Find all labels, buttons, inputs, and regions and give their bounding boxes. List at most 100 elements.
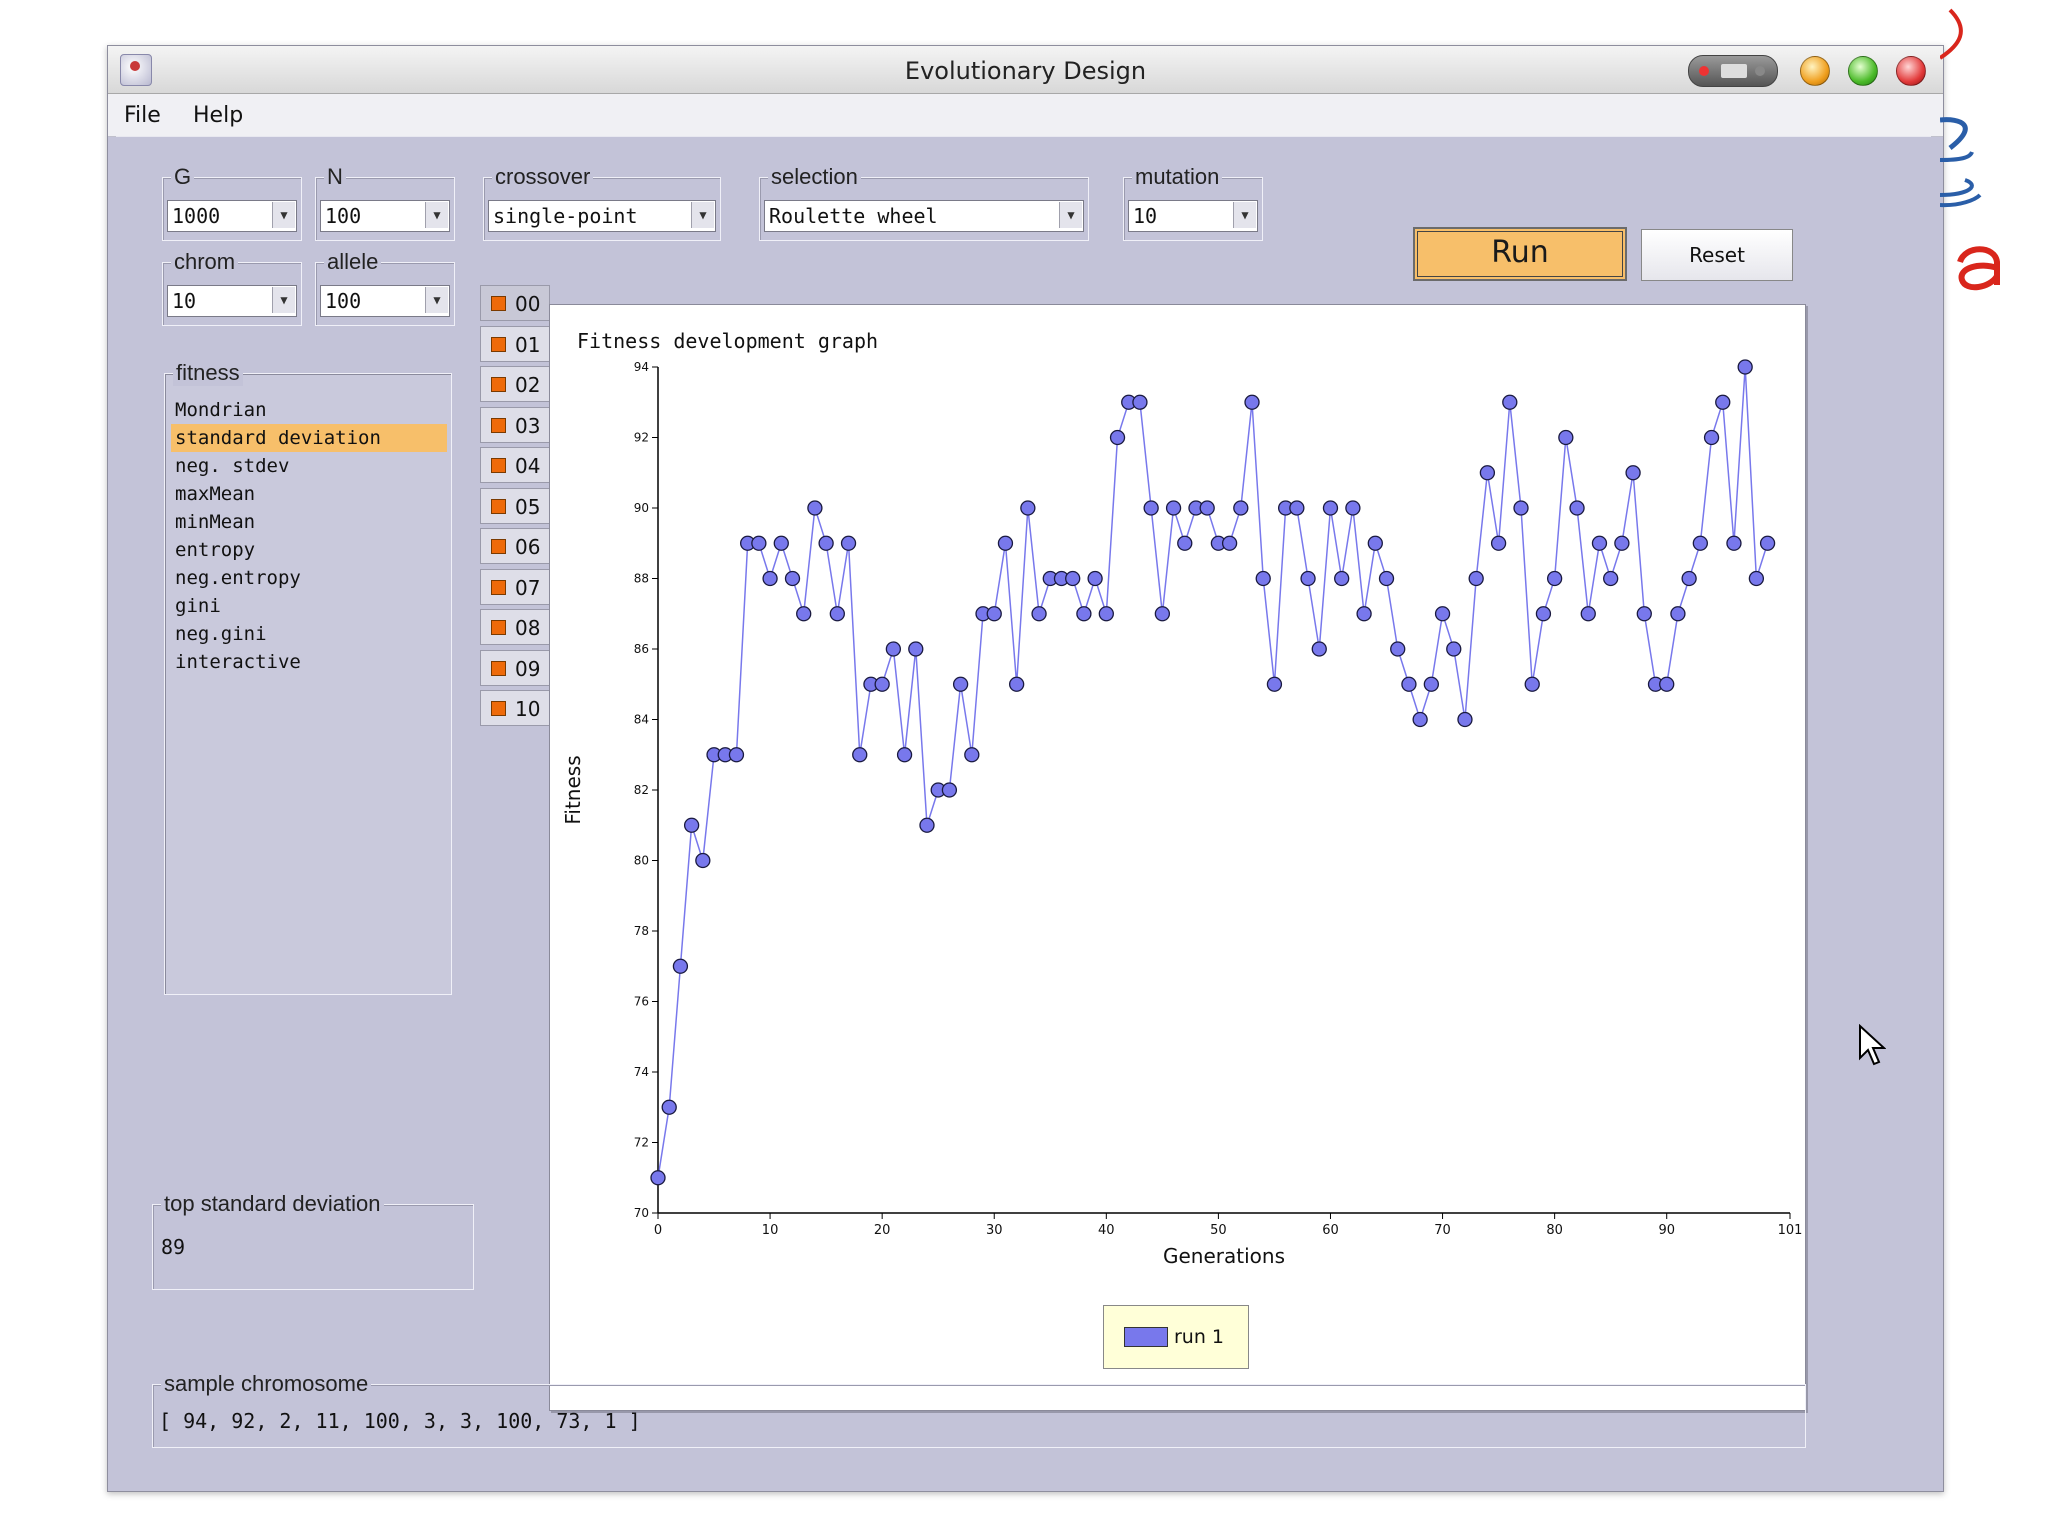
run-tab[interactable]: 09 <box>480 649 550 686</box>
run-tab[interactable]: 03 <box>480 406 550 443</box>
data-point <box>1659 676 1675 692</box>
data-point <box>874 676 890 692</box>
data-point <box>1580 606 1596 622</box>
data-point <box>1199 500 1215 516</box>
run-tab[interactable]: 05 <box>480 487 550 524</box>
y-tick-label: 78 <box>634 924 649 938</box>
allele-select[interactable]: 100 ▼ <box>320 285 450 317</box>
fitness-option[interactable]: gini <box>175 595 221 617</box>
data-point <box>1759 535 1776 551</box>
chrom-group: chrom 10 ▼ <box>162 249 302 326</box>
chevron-down-icon[interactable]: ▼ <box>1059 202 1082 228</box>
g-select[interactable]: 1000 ▼ <box>167 200 297 232</box>
java-cup-mark-3 <box>1940 151 1974 162</box>
menu-help[interactable]: Help <box>193 103 244 128</box>
title-bar[interactable]: Evolutionary Design <box>108 46 1943 94</box>
main-content: G 1000 ▼ N 100 ▼ crossover single-point … <box>116 136 1931 1487</box>
run-tab[interactable]: 06 <box>480 528 550 564</box>
run-tab[interactable]: 01 <box>480 325 550 362</box>
data-point <box>1546 570 1563 587</box>
mutation-group: mutation 10 ▼ <box>1123 164 1263 241</box>
data-point <box>1569 500 1585 516</box>
mutation-select[interactable]: 10 ▼ <box>1128 200 1258 232</box>
run-tab[interactable]: 04 <box>480 447 550 483</box>
fitness-list[interactable]: fitness Mondrian standard deviation neg. s… <box>164 360 452 995</box>
fitness-option[interactable]: neg. stdev <box>175 455 290 477</box>
crossover-group: crossover single-point ▼ <box>483 164 721 241</box>
close-button[interactable] <box>1896 56 1926 86</box>
chevron-down-icon[interactable]: ▼ <box>425 202 448 228</box>
fitness-option[interactable]: neg.entropy <box>175 567 301 589</box>
data-point <box>997 535 1014 551</box>
run-tab-label: 08 <box>515 616 541 640</box>
java-cup-mark-4 <box>1940 193 1982 208</box>
chart-title: Fitness development graph <box>577 329 879 353</box>
data-point <box>1345 500 1361 516</box>
selection-select[interactable]: Roulette wheel ▼ <box>764 200 1084 232</box>
data-point <box>683 817 700 833</box>
chevron-down-icon[interactable]: ▼ <box>272 287 295 313</box>
toolbar-toggle-button[interactable] <box>1688 55 1778 87</box>
fitness-option[interactable]: entropy <box>175 539 256 561</box>
x-tick-label: 40 <box>1098 1223 1115 1238</box>
data-point <box>1143 500 1159 516</box>
n-select[interactable]: 100 ▼ <box>320 200 450 232</box>
java-cup-mark <box>1940 117 1968 150</box>
run-tab[interactable]: 08 <box>480 609 550 645</box>
x-tick-label: 20 <box>874 1223 891 1238</box>
mutation-label: mutation <box>1132 164 1223 190</box>
data-point <box>1423 676 1439 692</box>
fitness-option[interactable]: interactive <box>175 651 301 673</box>
java-letter-mark <box>1957 246 2000 291</box>
g-value: 1000 <box>172 204 221 228</box>
menu-file[interactable]: File <box>124 103 161 128</box>
chevron-down-icon[interactable]: ▼ <box>272 202 295 228</box>
fitness-option[interactable]: neg.gini <box>175 623 267 645</box>
run-marker-icon <box>491 701 506 716</box>
chevron-down-icon[interactable]: ▼ <box>1233 202 1256 228</box>
data-point <box>919 817 935 833</box>
java-cup-mark-2 <box>1940 178 1974 197</box>
data-point <box>1390 641 1406 657</box>
run-marker-icon <box>491 296 506 311</box>
fitness-option[interactable]: Mondrian <box>175 399 267 421</box>
fitness-option[interactable]: maxMean <box>175 483 256 505</box>
data-point <box>1603 570 1619 587</box>
data-point <box>1434 606 1451 622</box>
fitness-option[interactable]: standard deviation <box>171 424 447 452</box>
data-point <box>1289 500 1305 516</box>
run-tab[interactable]: 10 <box>480 690 550 726</box>
fitness-option[interactable]: minMean <box>175 511 256 533</box>
data-point <box>672 958 689 974</box>
legend-swatch <box>1124 1327 1168 1347</box>
data-point <box>896 747 913 763</box>
chart-legend: run 1 <box>1103 1305 1249 1369</box>
run-tab[interactable]: 07 <box>480 568 550 605</box>
run-tab[interactable]: 02 <box>480 366 550 402</box>
chevron-down-icon[interactable]: ▼ <box>691 202 714 228</box>
crossover-select[interactable]: single-point ▼ <box>488 200 716 232</box>
chevron-down-icon[interactable]: ▼ <box>425 287 448 313</box>
data-point <box>1715 394 1731 410</box>
data-point <box>1098 606 1114 622</box>
data-point <box>1513 500 1529 516</box>
maximize-button[interactable] <box>1848 56 1878 86</box>
x-tick-label: 90 <box>1658 1223 1675 1238</box>
minimize-button[interactable] <box>1800 56 1830 86</box>
toolbar-icon <box>1721 64 1747 78</box>
run-tab-label: 02 <box>515 373 541 397</box>
chrom-select[interactable]: 10 ▼ <box>167 285 297 317</box>
run-tab[interactable]: 00 <box>480 285 550 321</box>
reset-button[interactable]: Reset <box>1641 229 1793 281</box>
data-point <box>1244 394 1260 410</box>
n-group: N 100 ▼ <box>315 164 455 241</box>
data-point <box>762 570 778 587</box>
data-point <box>1479 465 1496 481</box>
x-tick-label: 70 <box>1434 1223 1451 1238</box>
run-tab-label: 07 <box>515 575 541 600</box>
data-point <box>1591 535 1608 551</box>
run-button[interactable]: Run <box>1413 227 1627 281</box>
data-point <box>1457 711 1473 728</box>
x-tick-label: 60 <box>1322 1223 1339 1238</box>
y-tick-label: 72 <box>634 1136 649 1150</box>
